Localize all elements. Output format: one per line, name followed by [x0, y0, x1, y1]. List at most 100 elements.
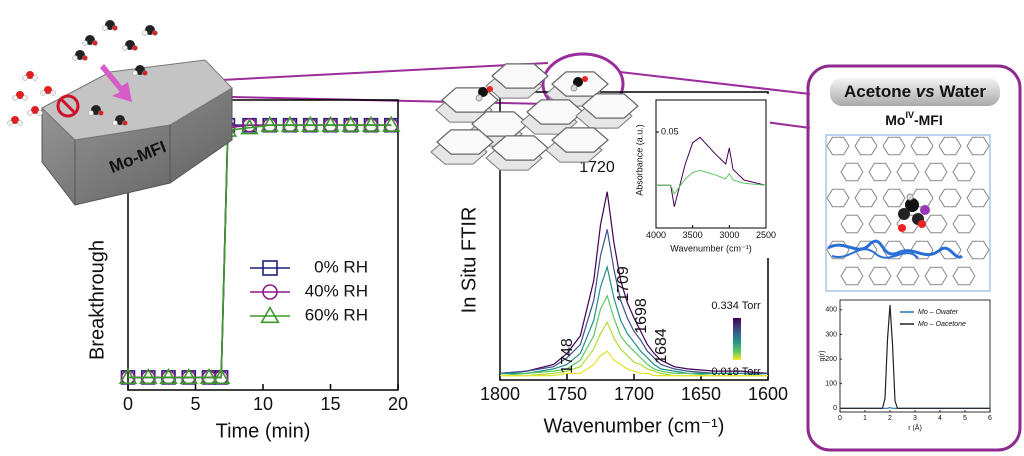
atom: [570, 84, 578, 92]
x-tick-label: 4: [938, 415, 942, 422]
atom: [142, 30, 148, 36]
peak-label: 1720: [579, 159, 615, 176]
x-tick-label: 0: [838, 415, 842, 422]
atom: [112, 25, 118, 31]
marker: [341, 115, 360, 132]
lattice-ring: [826, 188, 850, 208]
pore: [436, 129, 494, 155]
x-tick-label: 3500: [683, 230, 703, 240]
series-line: [499, 191, 769, 374]
colorbar: [733, 318, 741, 360]
atom: [98, 110, 104, 116]
lattice-ring: [952, 266, 976, 286]
marker: [280, 115, 300, 132]
x-tick-label: 3: [913, 415, 917, 422]
x-tick-label: 1700: [614, 384, 654, 404]
y-axis-label: Absorbance (a.u.): [634, 124, 644, 196]
y-axis-label: Breakthrough: [86, 240, 108, 360]
pore: [491, 135, 549, 161]
y-axis-label: In Situ FTIR: [458, 207, 480, 314]
colorbar-label: 0.334 Torr: [711, 300, 761, 312]
atom: [573, 77, 583, 87]
lattice-ring: [826, 136, 850, 156]
x-tick-label: 0: [123, 394, 133, 414]
atom: [92, 40, 98, 46]
legend-label: 60% RH: [305, 305, 368, 324]
x-tick-label: 1800: [480, 384, 520, 404]
x-tick-label: 20: [388, 394, 408, 414]
colorbar-label: 0.018 Torr: [711, 366, 761, 378]
marker: [260, 305, 280, 324]
lattice-ring: [966, 188, 990, 208]
atom: [132, 70, 138, 76]
peak-label: 1684: [653, 328, 670, 364]
atom: [102, 25, 108, 31]
x-axis-label: Wavenumber (cm⁻¹): [544, 415, 725, 437]
pore: [551, 127, 609, 153]
lattice-ring: [910, 136, 934, 156]
blocked-sign: [59, 97, 77, 115]
atom: [44, 86, 52, 94]
x-tick-label: 3000: [719, 230, 739, 240]
x-tick-label: 1750: [547, 384, 587, 404]
atom: [31, 106, 39, 114]
water-trajectory: [831, 248, 919, 259]
series-line: [656, 169, 767, 195]
atom: [475, 94, 483, 102]
atom: [122, 120, 128, 126]
x-tick-label: 1600: [748, 384, 788, 404]
lattice-ring: [896, 162, 920, 182]
blocked-sign: [56, 94, 80, 118]
legend-label: 0% RH: [314, 257, 368, 276]
arrow: [100, 64, 132, 102]
atom: [132, 45, 138, 51]
lattice-ring: [868, 162, 892, 182]
series-line: [128, 124, 392, 379]
marker: [159, 367, 178, 385]
subtitle-sup: IV: [905, 110, 914, 120]
x-tick-label: 1: [863, 415, 867, 422]
lattice-ring: [854, 136, 878, 156]
series-line: [499, 229, 768, 374]
x-tick-label: 2500: [756, 230, 776, 240]
series-line: [500, 350, 768, 377]
title-part: vs: [916, 82, 935, 101]
title-part: Water: [935, 82, 987, 101]
atom: [122, 45, 128, 51]
series-line: [840, 304, 990, 409]
lattice-ring: [882, 188, 906, 208]
marker: [260, 115, 279, 132]
subtitle-part: Mo: [885, 112, 905, 128]
title-part: Acetone: [844, 82, 916, 101]
x-axis-label: r (Å): [908, 423, 922, 432]
panel-subtitle: MoIV-MFI: [885, 110, 943, 127]
x-tick-label: 1650: [681, 384, 721, 404]
peak-label: 1709: [615, 266, 632, 302]
pore: [581, 93, 639, 119]
atom: [17, 120, 23, 126]
lattice-ring: [840, 162, 864, 182]
marker: [321, 115, 340, 132]
atom: [7, 120, 13, 126]
y-tick-label: 0: [833, 405, 837, 412]
inset-bg: [630, 94, 770, 258]
lattice-ring: [854, 188, 878, 208]
marker: [199, 367, 219, 385]
lattice-ring: [840, 266, 864, 286]
atom: [11, 116, 19, 124]
marker: [262, 260, 278, 276]
y-tick-label: 200: [825, 356, 837, 363]
subtitle-part: -MFI: [914, 112, 943, 128]
atom: [40, 90, 46, 96]
x-tick-label: 4000: [646, 230, 666, 240]
lattice-ring: [966, 136, 990, 156]
marker: [262, 284, 278, 300]
atom: [50, 90, 56, 96]
atom: [12, 95, 18, 101]
atom: [22, 95, 28, 101]
lattice-ring: [882, 136, 906, 156]
atom: [582, 76, 588, 82]
atom: [72, 55, 78, 61]
